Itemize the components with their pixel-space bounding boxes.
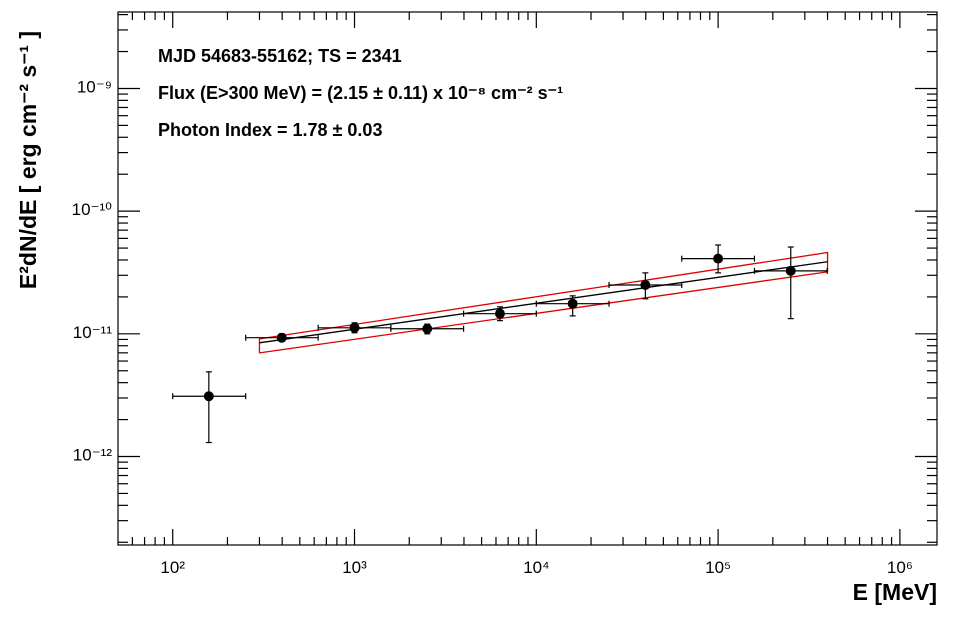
data-point	[203, 391, 214, 402]
y-tick-label: 10⁻¹⁰	[72, 200, 113, 219]
x-tick-label: 10²	[160, 558, 185, 577]
data-point	[567, 298, 578, 309]
data-point	[422, 323, 433, 334]
x-tick-label: 10⁶	[887, 558, 913, 577]
fit-line	[259, 261, 828, 344]
y-axis-label: E²dN/dE [ erg cm⁻² s⁻¹ ]	[15, 31, 41, 289]
x-tick-label: 10⁴	[523, 558, 549, 577]
x-axis-label: E [MeV]	[853, 579, 937, 605]
x-tick-label: 10⁵	[705, 558, 731, 577]
data-point	[349, 322, 360, 333]
y-tick-label: 10⁻⁹	[77, 77, 112, 96]
data-point	[785, 265, 796, 276]
annotation: Flux (E>300 MeV) = (2.15 ± 0.11) x 10⁻⁸ …	[158, 83, 563, 103]
data-point	[713, 253, 724, 264]
data-point	[640, 280, 651, 291]
y-tick-label: 10⁻¹²	[73, 446, 113, 465]
annotation: Photon Index = 1.78 ± 0.03	[158, 120, 382, 140]
y-tick-label: 10⁻¹¹	[73, 323, 113, 342]
data-point	[494, 308, 505, 319]
annotation: MJD 54683-55162; TS = 2341	[158, 46, 402, 66]
data-point	[276, 332, 287, 343]
x-tick-label: 10³	[342, 558, 367, 577]
